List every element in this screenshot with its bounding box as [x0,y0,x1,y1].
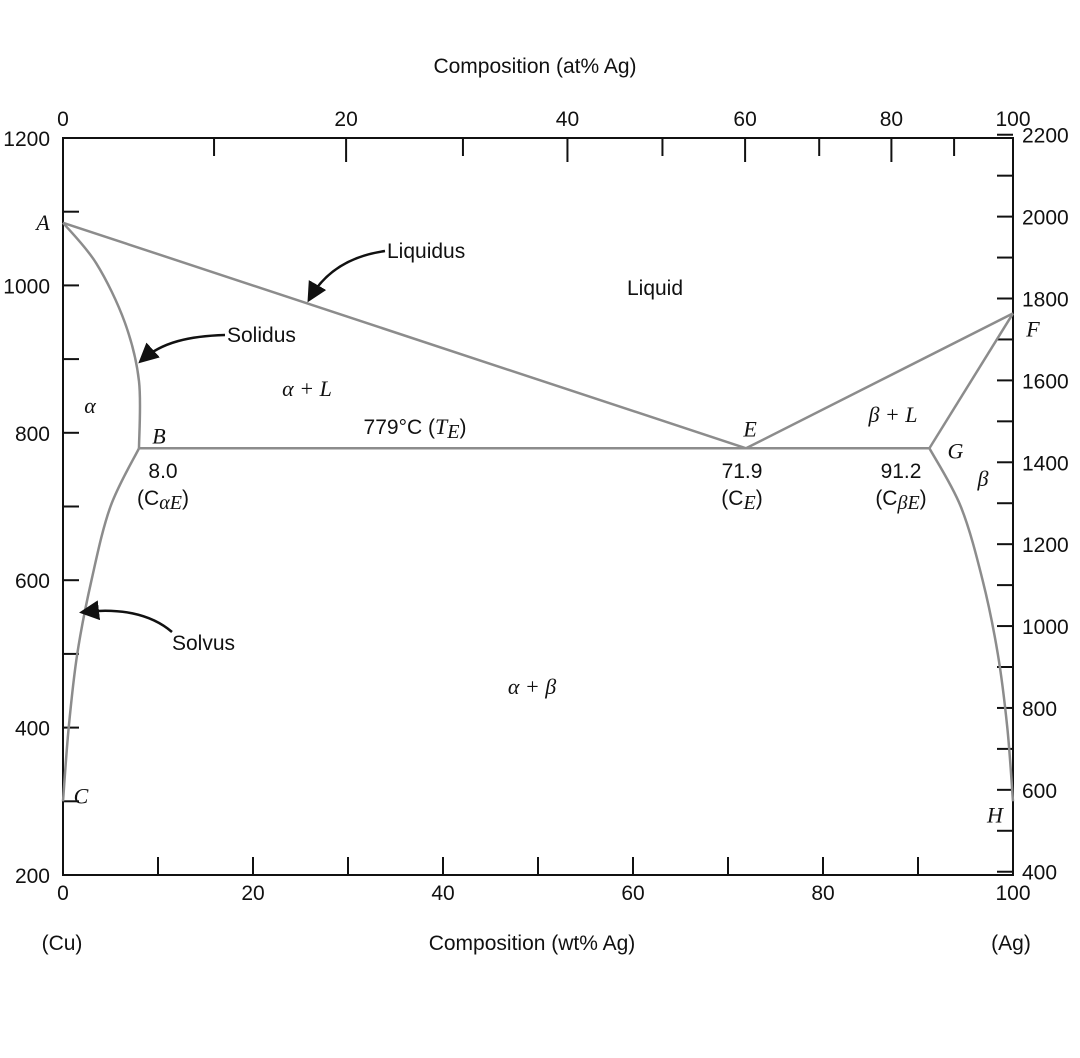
region-alpha: α [84,393,96,418]
left-tick-label: 1200 [3,128,50,151]
phase-points: A B C E F G H [34,210,1040,828]
left-tick-label: 1000 [3,275,50,298]
right-tick-label: 1000 [1022,616,1069,639]
c-e-value: 71.9 [722,460,763,483]
left-axis-ticks: 200 400 600 800 1000 1200 [3,128,79,888]
left-end-label: (Cu) [42,932,83,955]
point-label-b: B [152,423,165,448]
left-tick-label: 200 [15,865,50,888]
right-tick-label: 600 [1022,780,1057,803]
point-label-h: H [986,802,1004,827]
solidus-arrow [138,333,226,364]
c-beta-e-label: (CβE) [875,487,926,514]
region-beta-liquid: β + L [867,402,917,427]
solvus-arrow [79,600,173,633]
bottom-axis-ticks: 0 20 40 60 80 100 [57,857,1031,905]
left-tick-label: 600 [15,570,50,593]
point-label-c: C [74,783,89,808]
bottom-tick-label: 100 [995,882,1030,905]
curve-solidus-left [62,221,142,449]
bottom-tick-label: 20 [241,882,264,905]
point-label-f: F [1025,316,1040,341]
top-axis-ticks: 0 20 40 60 80 100 [57,108,1031,162]
right-tick-label: 1800 [1022,289,1069,312]
curve-solvus-right [928,447,1015,802]
point-label-g: G [947,438,963,463]
curve-solvus-left [61,447,141,802]
right-end-label: (Ag) [991,932,1031,955]
point-label-a: A [34,210,50,235]
plot-frame [62,137,1014,876]
point-label-e: E [742,416,757,441]
region-liquid: Liquid [627,277,683,300]
right-axis-ticks: 400 600 800 1000 1200 1400 1600 1800 2000 2200 [997,125,1069,885]
right-tick-label: 400 [1022,862,1057,885]
solvus-label: Solvus [172,632,235,655]
bottom-tick-label: 0 [57,882,69,905]
c-e-label: (CE) [721,487,762,514]
right-tick-label: 1600 [1022,370,1069,393]
bottom-tick-label: 80 [811,882,834,905]
top-tick-label: 0 [57,108,69,131]
right-tick-label: 1200 [1022,534,1069,557]
top-axis-title: Composition (at% Ag) [433,55,636,78]
region-alpha-beta: α + β [508,674,556,699]
right-tick-label: 800 [1022,698,1057,721]
bottom-tick-label: 40 [431,882,454,905]
curve-liquidus-left [62,221,747,450]
region-alpha-liquid: α + L [282,376,332,401]
liquidus-label: Liquidus [387,240,465,263]
c-alpha-e-label: (CαE) [137,487,189,514]
right-tick-label: 2200 [1022,125,1069,148]
c-beta-e-value: 91.2 [881,460,922,483]
left-tick-label: 800 [15,423,50,446]
top-tick-label: 80 [880,108,903,131]
bottom-axis-title: Composition (wt% Ag) [429,932,636,955]
curve-liquidus-right [745,312,1014,450]
top-tick-label: 100 [995,108,1030,131]
right-tick-label: 2000 [1022,207,1069,230]
phase-boundaries [61,221,1015,802]
bottom-tick-label: 60 [621,882,644,905]
solidus-label: Solidus [227,324,296,347]
top-tick-label: 20 [334,108,357,131]
liquidus-arrow [307,249,386,303]
c-alpha-e-value: 8.0 [148,460,177,483]
top-tick-label: 60 [733,108,756,131]
eutectic-temperature-label: 779°C (TE) [364,414,467,443]
top-tick-label: 40 [556,108,579,131]
right-tick-label: 1400 [1022,452,1069,475]
curve-solidus-right [928,312,1015,449]
region-beta: β [977,466,989,491]
left-tick-label: 400 [15,718,50,741]
